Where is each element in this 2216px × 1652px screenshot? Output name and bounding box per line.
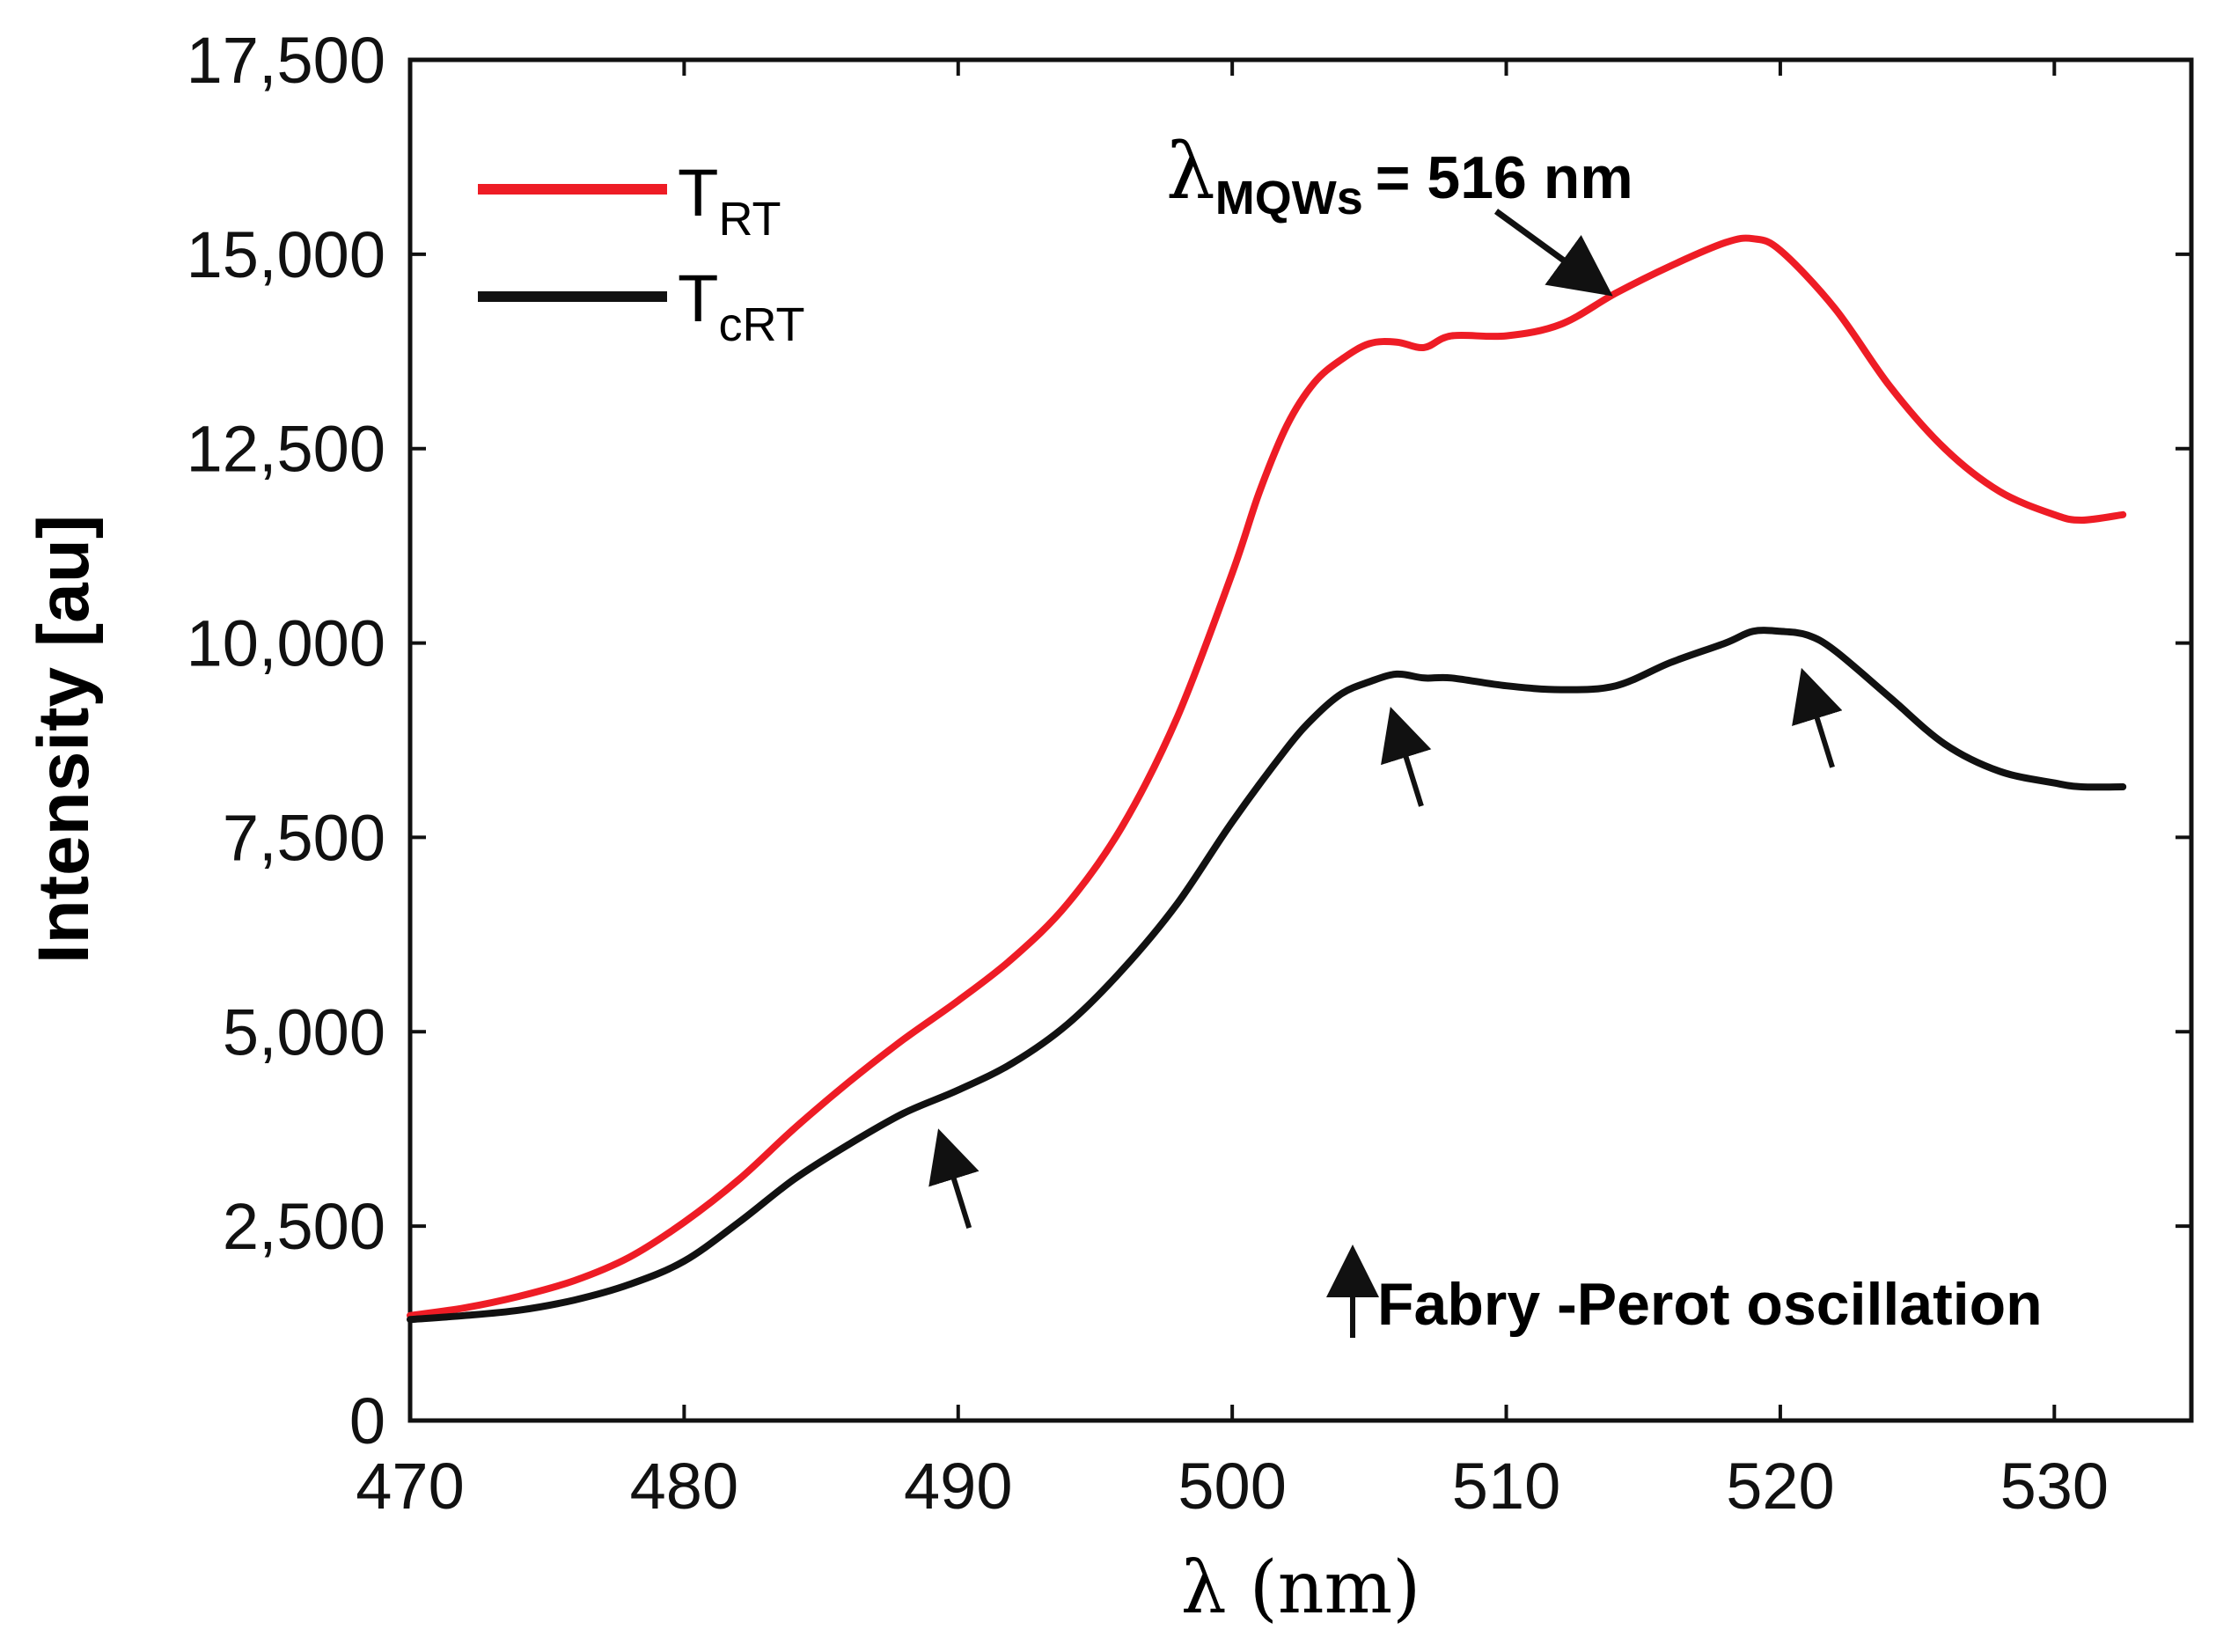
x-tick-label: 520 <box>1726 1450 1834 1523</box>
peak-annotation: λMQWs = 516 nm <box>1166 126 1633 297</box>
oscillation-arrow <box>1381 706 1432 807</box>
y-tick-label: 17,500 <box>187 24 385 97</box>
fabry-perot-note: Fabry -Perot oscillation <box>1326 1245 2043 1338</box>
legend-label-trt: TRT <box>678 156 781 246</box>
series-layer <box>407 234 2127 1324</box>
fabry-perot-note-label: Fabry -Perot oscillation <box>1377 1271 2043 1338</box>
y-tick-label: 7,500 <box>223 801 385 874</box>
series-line-trt <box>407 234 2127 1319</box>
legend-label-tcrt: TcRT <box>678 261 804 351</box>
x-tick-label: 530 <box>2000 1450 2109 1523</box>
y-axis-title: Intensity [au] <box>24 515 104 964</box>
x-tick-label: 490 <box>904 1450 1012 1523</box>
series-line-tcrt <box>407 627 2127 1324</box>
oscillation-arrow <box>1792 667 1843 768</box>
y-tick-label: 10,000 <box>187 607 385 680</box>
y-tick-label: 0 <box>349 1384 385 1457</box>
fabry-perot-markers <box>928 667 1843 1230</box>
y-tick-label: 5,000 <box>223 995 385 1068</box>
peak-annotation-label: λMQWs = 516 nm <box>1166 126 1633 224</box>
y-tick-label: 2,500 <box>223 1190 385 1263</box>
y-tick-label: 12,500 <box>187 413 385 486</box>
x-axis-title: λ (nm) <box>1181 1546 1421 1630</box>
x-tick-label: 480 <box>630 1450 738 1523</box>
x-tick-label: 510 <box>1452 1450 1560 1523</box>
x-tick-label: 500 <box>1178 1450 1286 1523</box>
oscillation-arrow <box>928 1128 980 1230</box>
x-tick-label: 470 <box>356 1450 464 1523</box>
plot-frame <box>407 57 2194 1423</box>
y-tick-label: 15,000 <box>187 218 385 291</box>
x-axis-title-text: λ (nm) <box>1181 1546 1421 1630</box>
x-axis-ticks: 470 480 490 500 510 520 530 <box>356 60 2109 1523</box>
y-axis-ticks: 0 2,500 5,000 7,500 10,000 12,500 15,000 17,500 <box>187 24 2191 1457</box>
legend: TRT TcRT <box>478 156 804 351</box>
peak-annotation-arrow <box>1493 209 1613 297</box>
